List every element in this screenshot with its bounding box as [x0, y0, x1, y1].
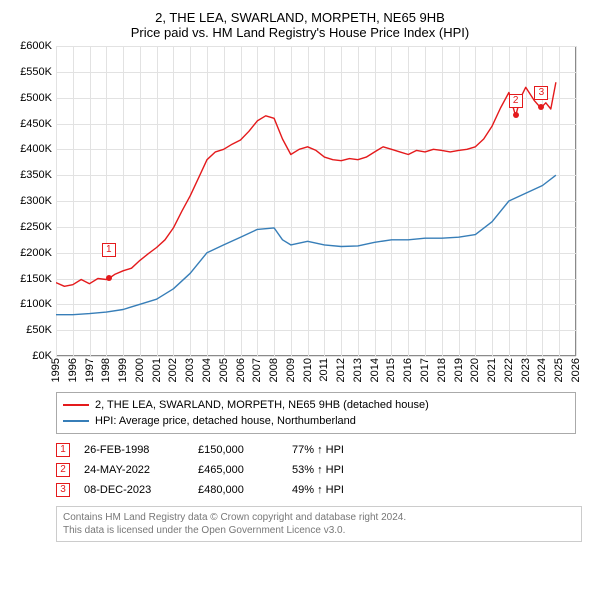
- x-axis-label: 1998: [100, 358, 112, 382]
- sales-table: 1 26-FEB-1998 £150,000 77% ↑ HPI 2 24-MAY-202…: [56, 440, 582, 500]
- x-axis-label: 2016: [402, 358, 414, 382]
- y-axis-label: £100K: [20, 298, 52, 310]
- legend-label: HPI: Average price, detached house, Nort…: [95, 413, 356, 429]
- x-axis-label: 2001: [151, 358, 163, 382]
- x-axis-label: 2008: [268, 358, 280, 382]
- sale-hpi-delta: 49% ↑ HPI: [292, 480, 344, 500]
- x-axis-label: 2003: [184, 358, 196, 382]
- x-axis-label: 2004: [201, 358, 213, 382]
- chart-title-line1: 2, THE LEA, SWARLAND, MORPETH, NE65 9HB: [18, 10, 582, 25]
- x-axis-label: 2000: [134, 358, 146, 382]
- sale-marker-icon: 2: [56, 463, 70, 477]
- y-axis-label: £400K: [20, 143, 52, 155]
- x-axis-label: 2009: [285, 358, 297, 382]
- x-axis-label: 2017: [419, 358, 431, 382]
- x-axis-label: 2007: [251, 358, 263, 382]
- sale-marker-3: 3: [534, 86, 548, 100]
- x-axis-label: 2014: [369, 358, 381, 382]
- x-axis-label: 2024: [536, 358, 548, 382]
- x-axis-label: 1996: [67, 358, 79, 382]
- x-axis-label: 2021: [486, 358, 498, 382]
- y-axis-label: £150K: [20, 273, 52, 285]
- x-axis-label: 2023: [520, 358, 532, 382]
- y-axis-label: £350K: [20, 169, 52, 181]
- x-axis-label: 2026: [570, 358, 582, 382]
- y-axis-label: £550K: [20, 66, 52, 78]
- x-axis-label: 2006: [235, 358, 247, 382]
- sale-date: 26-FEB-1998: [84, 440, 184, 460]
- sale-date: 24-MAY-2022: [84, 460, 184, 480]
- x-axis-label: 2019: [453, 358, 465, 382]
- x-axis-label: 2013: [352, 358, 364, 382]
- legend-swatch: [63, 420, 89, 422]
- chart-plot-area: £0K£50K£100K£150K£200K£250K£300K£350K£40…: [56, 46, 576, 356]
- x-axis-label: 2012: [335, 358, 347, 382]
- x-axis-label: 1997: [84, 358, 96, 382]
- x-axis-label: 2025: [553, 358, 565, 382]
- chart-title-line2: Price paid vs. HM Land Registry's House …: [18, 25, 582, 40]
- sale-marker-icon: 1: [56, 443, 70, 457]
- x-axis-label: 1999: [117, 358, 129, 382]
- x-axis-label: 2002: [167, 358, 179, 382]
- sale-date: 08-DEC-2023: [84, 480, 184, 500]
- x-axis-label: 2020: [469, 358, 481, 382]
- attribution-line: Contains HM Land Registry data © Crown c…: [63, 511, 575, 524]
- x-axis-label: 2011: [318, 358, 330, 382]
- y-axis-label: £250K: [20, 221, 52, 233]
- y-axis-label: £500K: [20, 92, 52, 104]
- sale-price: £150,000: [198, 440, 278, 460]
- sale-marker-icon: 3: [56, 483, 70, 497]
- legend-swatch: [63, 404, 89, 406]
- sale-hpi-delta: 53% ↑ HPI: [292, 460, 344, 480]
- sale-marker-1: 1: [102, 243, 116, 257]
- attribution-box: Contains HM Land Registry data © Crown c…: [56, 506, 582, 542]
- y-axis-label: £50K: [26, 324, 52, 336]
- y-axis-label: £600K: [20, 40, 52, 52]
- y-axis-label: £300K: [20, 195, 52, 207]
- sale-row: 2 24-MAY-2022 £465,000 53% ↑ HPI: [56, 460, 582, 480]
- x-axis-label: 2005: [218, 358, 230, 382]
- sale-row: 3 08-DEC-2023 £480,000 49% ↑ HPI: [56, 480, 582, 500]
- sale-price: £465,000: [198, 460, 278, 480]
- sale-hpi-delta: 77% ↑ HPI: [292, 440, 344, 460]
- x-axis-label: 2022: [503, 358, 515, 382]
- legend-item: 2, THE LEA, SWARLAND, MORPETH, NE65 9HB …: [63, 397, 569, 413]
- sale-price: £480,000: [198, 480, 278, 500]
- legend-label: 2, THE LEA, SWARLAND, MORPETH, NE65 9HB …: [95, 397, 429, 413]
- sale-marker-2: 2: [509, 94, 523, 108]
- chart-legend: 2, THE LEA, SWARLAND, MORPETH, NE65 9HB …: [56, 392, 576, 434]
- attribution-line: This data is licensed under the Open Gov…: [63, 524, 575, 537]
- x-axis-label: 2018: [436, 358, 448, 382]
- series-line-hpi: [56, 175, 556, 315]
- x-axis-label: 1995: [50, 358, 62, 382]
- series-line-price_paid: [56, 82, 556, 286]
- sale-row: 1 26-FEB-1998 £150,000 77% ↑ HPI: [56, 440, 582, 460]
- legend-item: HPI: Average price, detached house, Nort…: [63, 413, 569, 429]
- x-axis-label: 2010: [302, 358, 314, 382]
- y-axis-label: £450K: [20, 118, 52, 130]
- y-axis-label: £200K: [20, 247, 52, 259]
- x-axis-label: 2015: [385, 358, 397, 382]
